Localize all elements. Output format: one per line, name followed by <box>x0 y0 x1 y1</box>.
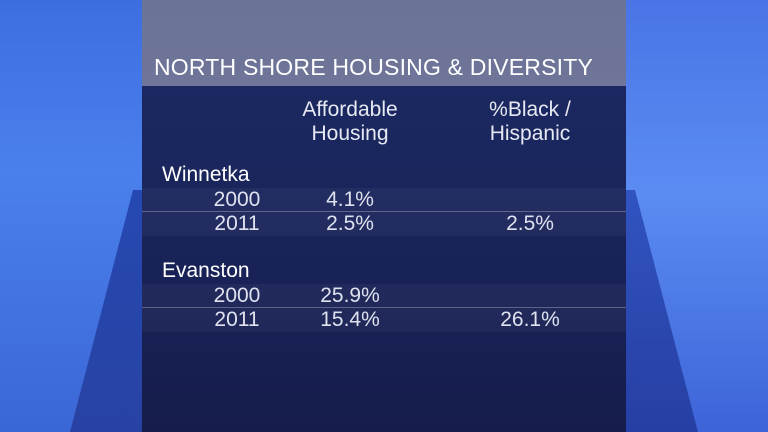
city-label-evanston: Evanston <box>162 259 250 282</box>
affordable-housing-cell: 15.4% <box>320 308 380 331</box>
row-divider <box>142 307 626 308</box>
title-bar: NORTH SHORE HOUSING & DIVERSITY <box>142 0 626 86</box>
affordable-housing-cell: 2.5% <box>326 212 374 235</box>
data-table-panel: NORTH SHORE HOUSING & DIVERSITY Affordab… <box>142 0 626 432</box>
column-header-line: %Black / <box>489 98 571 121</box>
table-row: 2011 2.5% 2.5% <box>142 212 626 236</box>
column-header-line: Housing <box>311 122 389 145</box>
black-hispanic-cell <box>480 188 580 212</box>
city-label-winnetka: Winnetka <box>162 163 250 186</box>
year-cell: 2000 <box>213 188 261 211</box>
row-divider <box>142 211 626 212</box>
column-header-line: Affordable <box>302 98 398 121</box>
column-header-affordable-housing: Affordable Housing <box>290 98 410 146</box>
column-header-black-hispanic: %Black / Hispanic <box>470 98 590 146</box>
year-cell: 2011 <box>214 212 260 235</box>
table-row: 2000 4.1% <box>142 188 626 212</box>
column-header-line: Hispanic <box>489 122 571 145</box>
year-cell: 2011 <box>214 308 260 331</box>
year-cell: 2000 <box>213 284 261 307</box>
black-hispanic-cell: 26.1% <box>500 308 560 331</box>
black-hispanic-cell <box>480 284 580 308</box>
table-row: 2000 25.9% <box>142 284 626 308</box>
table-row: 2011 15.4% 26.1% <box>142 308 626 332</box>
black-hispanic-cell: 2.5% <box>506 212 554 235</box>
affordable-housing-cell: 4.1% <box>326 188 374 211</box>
graphic-title: NORTH SHORE HOUSING & DIVERSITY <box>154 54 593 80</box>
affordable-housing-cell: 25.9% <box>320 284 380 307</box>
